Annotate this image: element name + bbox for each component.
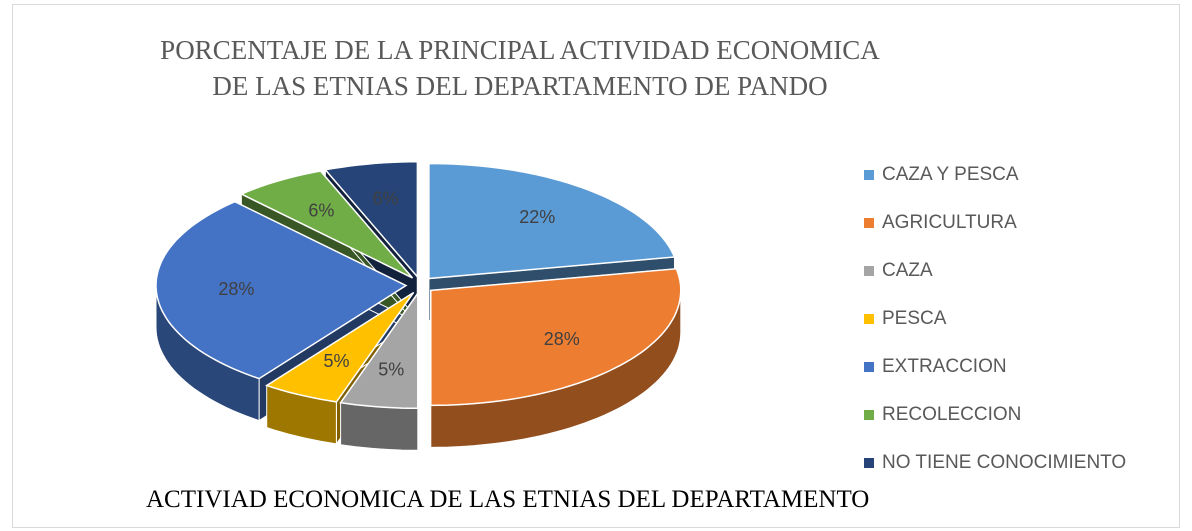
data-label: 28% (218, 279, 254, 299)
legend-label: RECOLECCION (882, 404, 1021, 425)
caption: ACTIVIAD ECONOMICA DE LAS ETNIAS DEL DEP… (146, 486, 870, 513)
legend-swatch (864, 458, 874, 468)
data-label: 6% (308, 201, 334, 221)
legend-label: CAZA (882, 260, 933, 281)
data-label: 5% (378, 359, 404, 379)
pie-slice (239, 170, 414, 279)
legend-label: NO TIENE CONOCIMIENTO (882, 452, 1126, 473)
pie-slice (323, 160, 419, 279)
data-label: 5% (323, 351, 349, 371)
legend-swatch (864, 266, 874, 276)
data-label: 22% (519, 207, 555, 227)
legend-label: AGRICULTURA (882, 212, 1017, 233)
pie-tops (155, 160, 682, 410)
data-label: 28% (544, 329, 580, 349)
legend-swatch (864, 218, 874, 228)
chart-title: PORCENTAJE DE LA PRINCIPAL ACTIVIDAD ECO… (160, 35, 880, 101)
slice-wall (340, 402, 419, 451)
data-label: 6% (373, 189, 399, 209)
legend-swatch (864, 314, 874, 324)
legend-swatch (864, 362, 874, 372)
legend-label: EXTRACCION (882, 356, 1007, 377)
legend-swatch (864, 170, 874, 180)
legend-label: CAZA Y PESCA (882, 164, 1019, 185)
pie-slice (430, 268, 682, 407)
pie-slice (264, 291, 415, 403)
legend-swatch (864, 410, 874, 420)
chart-frame (12, 4, 1180, 528)
pie-slice (428, 162, 676, 280)
pie-slice (155, 200, 408, 380)
legend-label: PESCA (882, 308, 947, 329)
pie-slice (339, 290, 419, 410)
